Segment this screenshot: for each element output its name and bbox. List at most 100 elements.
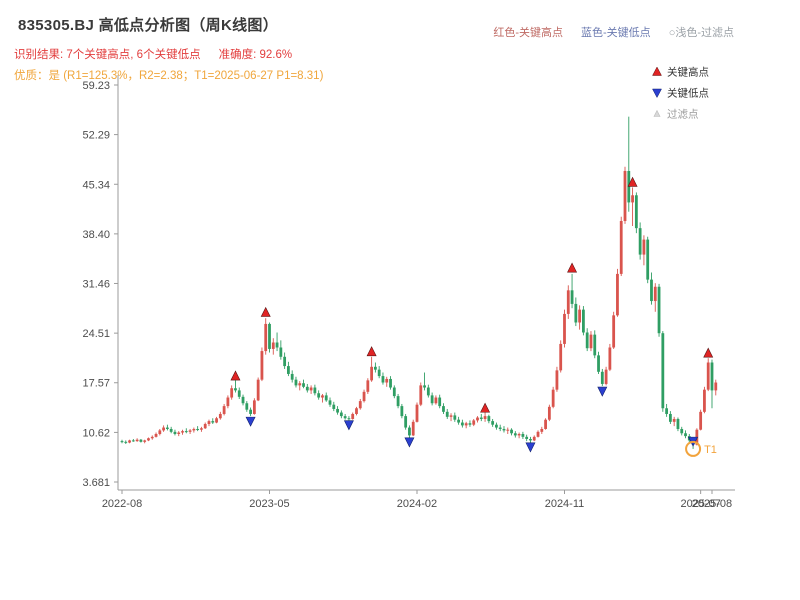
candle-body [544,419,547,429]
candle-body [483,416,487,419]
candle-body [430,395,434,404]
candle-body [608,347,612,370]
candle-body [309,387,313,391]
key-high-marker [230,370,241,381]
candle-body [502,428,506,431]
x-tick-label: 2025-08 [692,498,732,510]
y-tick-label: 17.57 [82,378,110,390]
candle-body [521,433,525,437]
candle-body [245,403,249,410]
candle-body [264,323,268,352]
candle-body [653,286,657,302]
candle-body [305,386,309,391]
candle-body [249,409,252,414]
candle-body [317,393,321,398]
candle-body [131,440,135,442]
candle-body [563,313,566,344]
candle-body [408,427,411,436]
candle-body [570,290,574,304]
candle-body [525,436,529,439]
candle-body [355,408,358,414]
candle-body [400,406,404,417]
x-tick-label: 2023-05 [249,498,289,510]
candle-body [714,382,718,391]
candle-body [559,343,563,371]
quality-line: 优质：是 (R1=125.3%，R2=2.38；T1=2025-06-27 P1… [14,70,324,82]
candle-body [600,371,604,384]
candle-body [173,431,177,434]
candle-body [642,239,646,255]
legend-item-label: 过滤点 [667,108,699,121]
candle-body [706,362,710,390]
candle-body [574,303,578,323]
candle-body [495,424,498,428]
candle-body [150,436,154,439]
candle-body [336,408,339,413]
candle-body [585,332,589,349]
key-high-marker [627,176,638,187]
candle-body [124,441,128,443]
candle-body [532,436,536,441]
y-tick-label: 45.34 [82,179,110,191]
candle-body [415,404,419,422]
y-tick-label: 38.40 [82,229,110,241]
candle-body [275,342,279,348]
candle-body [445,411,449,417]
candle-body [268,323,271,349]
candle-body [650,279,653,302]
header-legend-key-low: 蓝色-关键低点 [581,27,651,39]
candle-body [476,417,479,421]
candle-body [623,170,627,222]
candle-body [351,413,355,419]
candle-body [453,415,457,420]
key-low-marker [343,420,354,431]
candle-body [551,389,555,407]
candle-body [313,387,317,394]
candle-body [460,422,464,426]
candle-body [184,431,188,433]
legend-item-label: 关键低点 [667,87,709,100]
candle-body [597,355,600,372]
page-title: 835305.BJ 高低点分析图（周K线图） [18,17,278,34]
y-tick-label: 31.46 [82,278,110,290]
t1-circle [685,440,702,457]
y-tick-label: 3.681 [82,477,110,489]
candle-body [283,356,287,367]
candle-body [158,430,162,434]
candle-body [392,387,396,397]
candle-body [203,423,207,429]
candle-body [381,376,385,383]
legend-filter-icon [653,109,661,117]
candle-body [252,400,256,414]
candle-body [396,396,400,407]
candle-body [657,286,661,334]
candle-body [582,309,585,333]
candle-body [699,411,703,430]
candle-body [457,419,460,423]
candle-body [529,438,532,441]
candle-body [226,397,230,407]
x-tick-label: 2022-08 [102,498,142,510]
legend-key-high-icon [652,66,662,76]
candle-body [271,342,275,349]
candle-body [449,415,453,417]
candle-body [373,366,377,370]
candle-body [162,427,166,431]
candle-body [438,397,442,407]
candle-body [196,428,200,430]
candle-body [419,385,423,405]
candle-body [411,421,415,436]
x-tick-label: 2024-02 [397,498,437,510]
candle-body [631,195,634,203]
candle-body [619,221,623,274]
candle-body [423,385,426,388]
candle-body [298,383,302,386]
candle-body [294,379,298,386]
candle-body [218,413,222,419]
candle-body [230,388,234,398]
candle-body [604,369,608,384]
y-tick-label: 52.29 [82,130,110,142]
candle-body [566,290,570,314]
candle-body [287,366,290,374]
candle-body [366,380,370,392]
